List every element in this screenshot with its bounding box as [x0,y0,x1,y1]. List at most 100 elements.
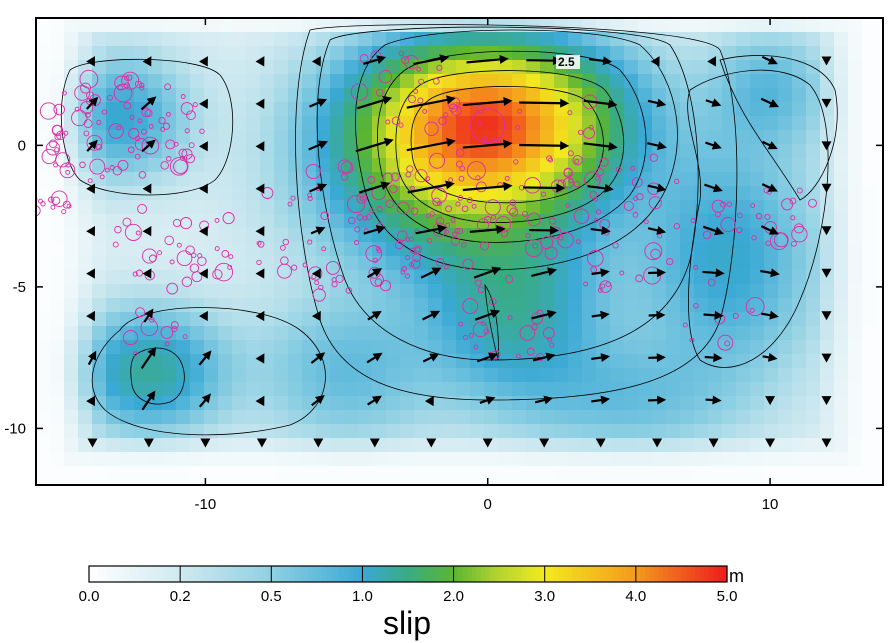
heat-cell [218,326,233,341]
heat-cell [456,242,471,257]
heat-cell [610,382,625,397]
heat-cell [750,102,765,117]
heat-cell [806,298,821,313]
heat-cell [736,74,751,89]
heat-cell [148,480,163,485]
heat-cell [512,382,527,397]
heat-cell [526,298,541,313]
heat-cell [792,88,807,103]
heat-cell [204,410,219,425]
heat-cell [554,312,569,327]
heat-cell [78,32,93,47]
heat-cell [120,452,135,467]
aftershock [690,218,696,224]
heat-cell [414,88,429,103]
heat-cell [330,452,345,467]
aftershock [413,245,422,254]
heat-cell [442,480,457,485]
heat-cell [624,438,639,453]
heat-cell [554,466,569,481]
heat-cell [190,382,205,397]
colorbar-swatch [517,566,523,582]
slip-vector-shaft [407,183,450,194]
slip-vector-head [145,139,156,149]
heat-cell [470,396,485,411]
heat-cell [120,410,135,425]
heat-cell [358,424,373,439]
heat-cell [778,270,793,285]
heat-cell [386,298,401,313]
colorbar-swatch [307,566,313,582]
heat-cell [540,242,555,257]
heat-cell [526,200,541,215]
heat-cell [792,410,807,425]
heat-cell [176,200,191,215]
heat-cell [876,242,883,257]
heat-cell [596,116,611,131]
heat-cell [316,410,331,425]
heat-cell [134,60,149,75]
aftershock [468,332,474,338]
aftershock [121,71,140,90]
heat-cell [848,88,863,103]
heat-cell [876,396,883,411]
heat-cell [652,74,667,89]
heat-cell [92,480,107,485]
slip-vector [473,266,502,279]
slip-vector [647,98,667,108]
slip-vector [821,311,832,321]
heat-cell [274,382,289,397]
heat-cell [582,186,597,201]
slip-vector-head [602,56,613,66]
aftershock [462,298,479,315]
heat-cell [624,368,639,383]
heat-cell [64,102,79,117]
colorbar-swatch [298,566,304,582]
aftershock [31,200,36,205]
heat-cell [834,102,849,117]
colorbar-swatch [585,566,591,582]
heat-cell [694,46,709,61]
heat-cell [792,256,807,271]
heat-cell [526,74,541,89]
heat-cell [176,186,191,201]
slip-vector-shaft [469,228,500,233]
heat-cell [344,32,359,47]
heat-cell [204,466,219,481]
heat-cell [848,410,863,425]
heat-cell [344,60,359,75]
aftershock [61,90,67,96]
heat-cell [638,466,653,481]
aftershock [53,103,65,116]
slip-vector [199,310,208,322]
heat-cell [792,312,807,327]
heat-cell [680,116,695,131]
heat-cell [834,270,849,285]
heat-cell [708,298,723,313]
colorbar-tick-label: 3.0 [534,588,555,605]
heat-cell [232,116,247,131]
aftershock [126,74,133,81]
heat-cell [92,340,107,355]
heat-cell [512,438,527,453]
heat-cell [176,354,191,369]
heat-cell [134,32,149,47]
heat-cell [834,172,849,187]
colorbar-swatch [161,566,168,582]
heat-cell [638,186,653,201]
heat-cell [162,172,177,187]
heat-cell [540,74,555,89]
heat-cell [190,410,205,425]
slip-vector-head [199,141,208,152]
aftershock [55,152,71,168]
heat-cell [848,452,863,467]
heat-cell [330,200,345,215]
slip-vector-head [768,226,779,235]
aftershock [525,232,531,239]
aftershock [636,193,644,201]
slip-vector-head [821,438,832,448]
aftershock [62,200,71,209]
heat-cell [120,340,135,355]
heat-cell [736,46,751,61]
slip-vector [406,95,456,109]
